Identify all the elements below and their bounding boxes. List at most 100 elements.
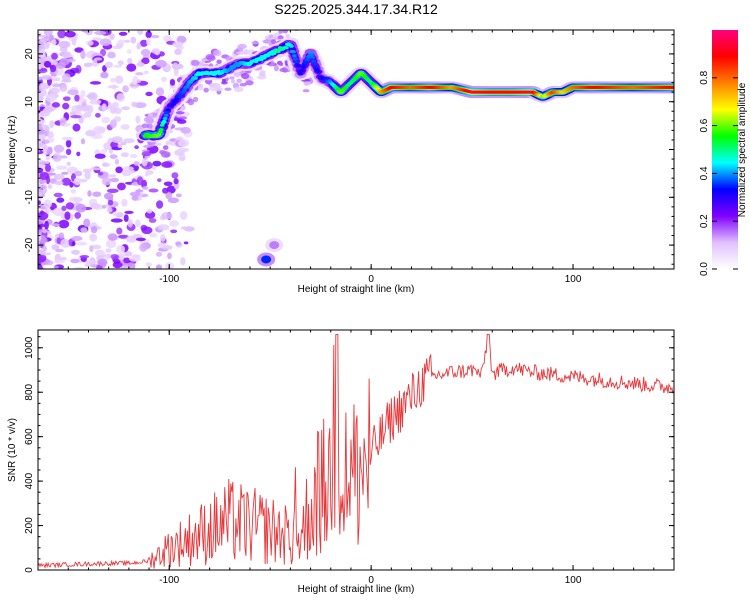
noise-speckle <box>38 226 42 230</box>
y-tick-label: 0 <box>24 146 35 152</box>
noise-speckle <box>152 160 162 167</box>
noise-speckle <box>157 242 167 249</box>
ridge-point <box>312 61 317 65</box>
snr-xlabel: Height of straight line (km) <box>298 584 415 595</box>
noise-speckle <box>51 223 60 227</box>
noise-speckle <box>71 36 77 46</box>
noise-speckle <box>61 177 72 186</box>
noise-speckle <box>141 151 152 157</box>
noise-speckle <box>156 200 164 209</box>
x-tick-label: -100 <box>159 274 179 285</box>
y-tick-label: 0 <box>24 567 35 573</box>
noise-speckle <box>166 185 176 194</box>
noise-speckle <box>129 191 141 197</box>
noise-speckle <box>150 34 160 39</box>
noise-speckle <box>71 236 83 241</box>
noise-speckle <box>277 35 284 40</box>
noise-speckle <box>107 199 114 206</box>
noise-speckle <box>76 105 84 110</box>
noise-speckle <box>122 85 129 93</box>
noise-speckle <box>135 115 141 124</box>
noise-speckle <box>89 233 98 242</box>
noise-speckle <box>56 62 66 69</box>
noise-speckle <box>201 58 206 63</box>
noise-speckle <box>102 205 107 209</box>
noise-speckle <box>135 219 141 228</box>
colorbar-tick-label: 0.6 <box>699 118 710 132</box>
x-tick-label: -100 <box>159 575 179 586</box>
ridge-point <box>300 68 305 73</box>
noise-speckle <box>40 124 48 128</box>
noise-speckle <box>101 103 107 111</box>
noise-speckle <box>175 241 182 246</box>
noise-speckle <box>136 79 141 83</box>
noise-speckle <box>180 126 191 134</box>
noise-speckle <box>83 111 92 118</box>
noise-speckle <box>70 115 82 119</box>
noise-speckle <box>47 172 56 176</box>
noise-speckle <box>155 59 167 68</box>
noise-speckle <box>109 177 120 183</box>
noise-speckle <box>61 73 71 82</box>
x-tick-label: 0 <box>368 575 374 586</box>
noise-speckle <box>234 86 244 92</box>
noise-speckle <box>139 39 148 47</box>
noise-speckle <box>123 214 129 223</box>
ridge-point <box>283 46 289 50</box>
noise-speckle <box>75 203 87 213</box>
noise-speckle <box>294 27 303 30</box>
noise-speckle <box>38 191 43 198</box>
noise-speckle <box>117 60 124 66</box>
noise-speckle <box>172 62 179 71</box>
colorbar-tick-label: 0.0 <box>699 262 710 276</box>
noise-speckle <box>38 263 43 269</box>
noise-speckle <box>142 186 149 191</box>
noise-speckle <box>56 174 64 180</box>
noise-speckle <box>94 153 106 159</box>
noise-speckle <box>62 96 71 101</box>
noise-speckle <box>89 245 94 253</box>
noise-speckle <box>109 119 117 129</box>
noise-speckle <box>120 152 129 158</box>
y-tick-label: 600 <box>24 428 35 445</box>
noise-speckle <box>92 191 102 197</box>
noise-speckle <box>56 165 68 170</box>
noise-speckle <box>179 211 188 220</box>
noise-speckle <box>126 49 132 55</box>
noise-speckle <box>303 81 312 86</box>
noise-speckle <box>107 174 117 178</box>
ridge-point <box>182 89 187 93</box>
noise-speckle <box>141 226 153 235</box>
y-tick-label: -20 <box>24 237 35 252</box>
noise-speckle <box>172 41 184 48</box>
noise-speckle <box>80 50 86 60</box>
noise-speckle <box>75 170 83 177</box>
noise-speckle <box>143 116 154 123</box>
noise-speckle <box>115 166 123 174</box>
noise-speckle <box>52 154 62 162</box>
noise-speckle <box>64 30 76 38</box>
noise-speckle <box>60 256 67 261</box>
noise-speckle <box>175 111 185 115</box>
noise-speckle <box>109 154 118 160</box>
noise-speckle <box>149 232 158 238</box>
noise-speckle <box>155 264 163 269</box>
noise-speckle <box>83 62 93 68</box>
noise-speckle <box>143 70 149 75</box>
noise-speckle <box>121 169 132 177</box>
noise-speckle <box>110 218 123 223</box>
noise-speckle <box>38 31 43 35</box>
noise-speckle <box>135 189 144 193</box>
noise-speckle <box>51 39 57 46</box>
noise-speckle <box>80 227 88 233</box>
ridge-point <box>301 65 306 69</box>
noise-speckle <box>53 192 63 198</box>
ridge-point <box>296 64 301 68</box>
ridge-point <box>163 113 169 117</box>
noise-speckle <box>65 139 72 148</box>
noise-speckle <box>95 249 105 257</box>
noise-speckle <box>85 129 96 137</box>
noise-speckle <box>83 218 91 228</box>
noise-speckle <box>129 83 141 87</box>
